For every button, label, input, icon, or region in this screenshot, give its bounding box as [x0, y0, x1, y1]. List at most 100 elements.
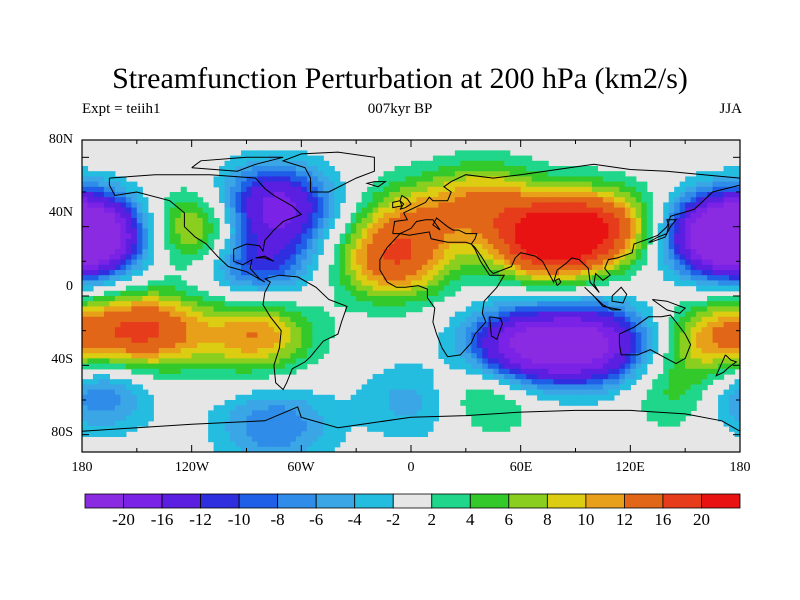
field-cell	[498, 426, 505, 432]
field-cell	[668, 400, 675, 406]
field-cell	[575, 363, 582, 370]
field-cell	[520, 176, 527, 183]
field-cell	[515, 332, 522, 339]
field-cell	[674, 394, 681, 401]
field-cell	[520, 379, 527, 385]
field-cell	[707, 379, 714, 385]
field-cell	[92, 197, 100, 203]
field-cell	[493, 275, 500, 281]
field-cell	[641, 400, 648, 406]
field-cell	[142, 389, 149, 396]
field-cell	[718, 176, 725, 183]
field-cell	[608, 348, 615, 354]
field-cell	[460, 280, 467, 287]
field-cell	[301, 244, 308, 250]
field-cell	[98, 322, 105, 328]
field-cell	[82, 212, 89, 219]
field-cell	[449, 342, 456, 349]
field-cell	[482, 254, 489, 261]
field-cell	[235, 181, 242, 188]
field-cell	[367, 280, 374, 287]
field-cell	[273, 311, 280, 318]
field-cell	[668, 327, 675, 333]
field-cell	[723, 316, 730, 323]
field-cell	[586, 264, 593, 271]
field-cell	[454, 238, 461, 245]
field-cell	[537, 249, 544, 255]
field-cell	[103, 270, 111, 276]
field-cell	[553, 301, 560, 307]
field-cell	[504, 368, 511, 375]
field-cell	[630, 186, 637, 193]
field-cell	[707, 342, 714, 349]
field-cell	[718, 301, 725, 307]
field-cell	[120, 244, 127, 250]
field-cell	[125, 233, 132, 240]
field-cell	[180, 244, 187, 250]
field-cell	[597, 171, 604, 177]
field-cell	[586, 244, 593, 250]
field-cell	[432, 233, 440, 240]
field-cell	[580, 322, 588, 328]
field-cell	[427, 280, 434, 287]
field-cell	[729, 285, 736, 292]
field-cell	[350, 259, 357, 266]
field-cell	[487, 410, 494, 417]
field-cell	[685, 342, 692, 349]
field-cell	[531, 379, 538, 385]
field-cell	[109, 358, 116, 365]
field-cell	[635, 337, 642, 344]
field-cell	[729, 223, 736, 229]
field-cell	[482, 166, 489, 172]
field-cell	[526, 207, 533, 214]
field-cell	[312, 394, 319, 401]
field-cell	[279, 436, 286, 443]
field-cell	[679, 389, 686, 396]
field-cell	[542, 285, 549, 292]
field-cell	[164, 207, 171, 214]
field-cell	[427, 259, 434, 266]
field-cell	[345, 275, 352, 281]
field-cell	[575, 374, 582, 380]
field-cell	[498, 363, 505, 370]
field-cell	[306, 332, 313, 339]
field-cell	[103, 420, 111, 427]
field-cell	[306, 259, 313, 266]
field-cell	[82, 337, 89, 344]
field-cell	[175, 337, 182, 344]
field-cell	[241, 233, 248, 240]
field-cell	[125, 228, 132, 235]
field-cell	[284, 332, 291, 339]
field-cell	[624, 270, 631, 276]
field-cell	[613, 301, 620, 307]
field-cell	[729, 166, 736, 172]
field-cell	[114, 415, 121, 422]
field-cell	[246, 348, 253, 354]
field-cell	[114, 358, 121, 365]
field-cell	[295, 280, 302, 287]
field-cell	[411, 244, 418, 250]
field-cell	[208, 322, 215, 328]
field-cell	[257, 207, 264, 214]
field-cell	[537, 259, 544, 266]
field-cell	[312, 155, 319, 162]
field-cell	[520, 353, 527, 359]
field-cell	[443, 342, 450, 349]
field-cell	[164, 368, 171, 375]
field-cell	[268, 301, 275, 307]
field-cell	[312, 316, 319, 323]
field-cell	[570, 228, 577, 235]
field-cell	[82, 415, 89, 422]
coastline-segment	[281, 151, 375, 193]
field-cell	[674, 223, 681, 229]
field-cell	[345, 301, 352, 307]
field-cell	[674, 212, 681, 219]
field-cell	[153, 342, 160, 349]
field-cell	[208, 218, 215, 224]
field-cell	[548, 322, 555, 328]
field-cell	[131, 306, 138, 313]
field-cell	[526, 218, 533, 224]
field-cell	[487, 275, 494, 281]
field-cell	[674, 400, 681, 406]
field-cell	[268, 212, 275, 219]
